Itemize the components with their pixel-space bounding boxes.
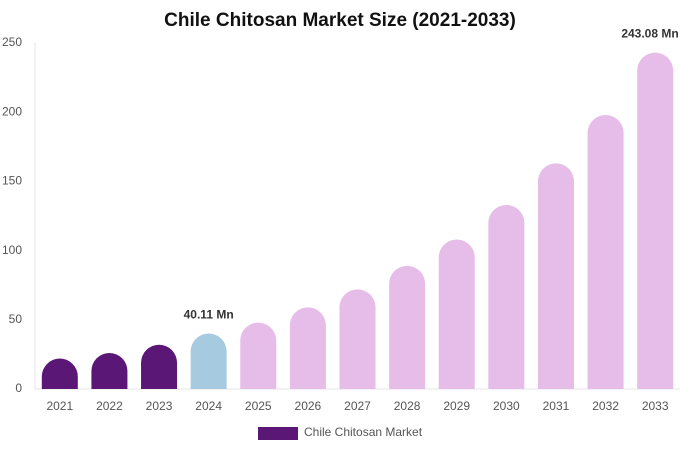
x-tick-label: 2032 xyxy=(592,399,619,413)
x-tick-label: 2021 xyxy=(46,399,73,413)
value-label: 243.08 Mn xyxy=(621,27,678,41)
chart-title: Chile Chitosan Market Size (2021-2033) xyxy=(164,10,516,31)
bar xyxy=(537,163,574,389)
bar xyxy=(289,307,326,389)
x-tick-label: 2033 xyxy=(642,399,669,413)
x-tick-label: 2025 xyxy=(245,399,272,413)
bar xyxy=(91,353,128,389)
x-tick-label: 2029 xyxy=(443,399,470,413)
bar xyxy=(339,289,376,389)
x-tick-label: 2024 xyxy=(195,399,222,413)
legend-swatch xyxy=(258,427,298,440)
x-tick-label: 2030 xyxy=(493,399,520,413)
bar xyxy=(438,239,475,389)
bar xyxy=(240,322,277,389)
bar xyxy=(41,358,78,389)
bar xyxy=(637,52,674,390)
bar xyxy=(587,114,624,389)
y-tick-label: 0 xyxy=(15,381,22,395)
x-tick-label: 2027 xyxy=(344,399,371,413)
value-label: 40.11 Mn xyxy=(184,308,234,322)
x-tick-label: 2022 xyxy=(96,399,123,413)
x-tick-label: 2028 xyxy=(394,399,421,413)
y-tick-label: 100 xyxy=(2,243,22,257)
x-tick-label: 2026 xyxy=(295,399,322,413)
y-tick-label: 200 xyxy=(2,104,22,118)
y-tick-label: 150 xyxy=(2,174,22,188)
legend-label: Chile Chitosan Market xyxy=(304,425,423,439)
x-tick-label: 2031 xyxy=(543,399,570,413)
x-tick-label: 2023 xyxy=(146,399,173,413)
bar xyxy=(190,333,227,389)
y-tick-label: 250 xyxy=(2,35,22,49)
bar xyxy=(488,204,525,389)
y-tick-label: 50 xyxy=(9,312,23,326)
bar xyxy=(389,265,426,389)
bar xyxy=(141,344,178,389)
